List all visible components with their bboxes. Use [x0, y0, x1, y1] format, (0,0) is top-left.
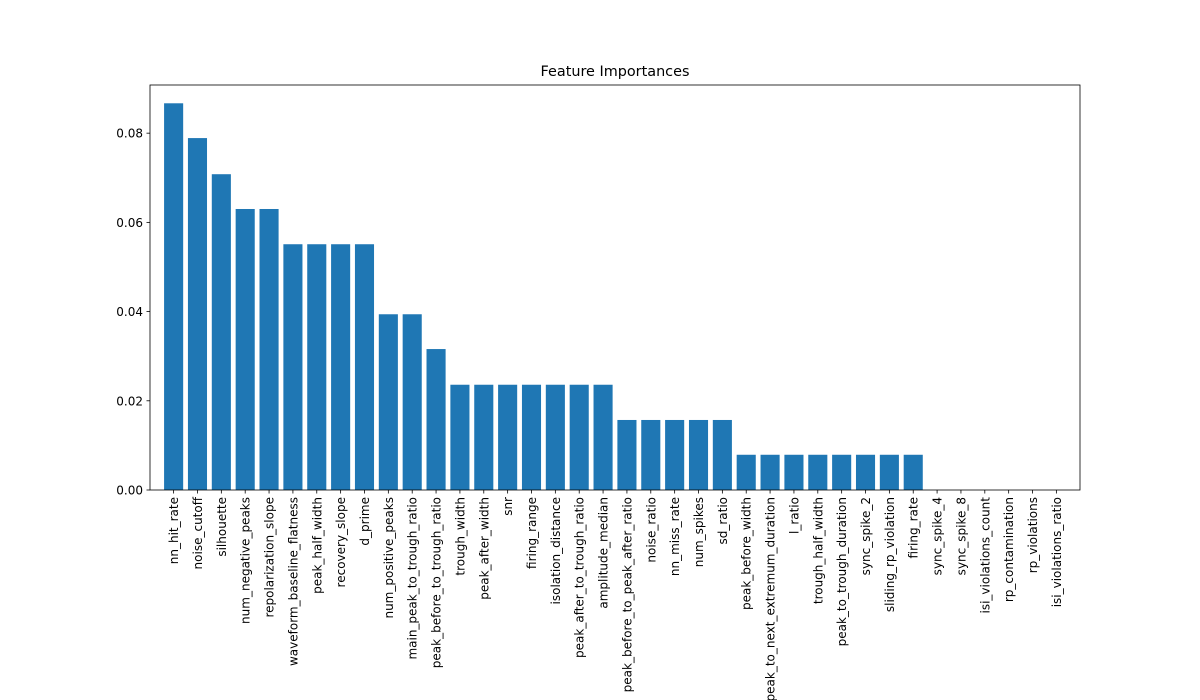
x-tick-label: isi_violations_count [978, 497, 992, 614]
x-tick-label: repolarization_slope [263, 497, 277, 618]
bar [331, 244, 351, 490]
x-tick-label: num_spikes [692, 497, 706, 567]
bar [259, 208, 279, 490]
x-tick-label: peak_after_to_trough_ratio [573, 497, 587, 658]
x-tick-label: num_negative_peaks [239, 497, 253, 624]
bar [808, 454, 828, 490]
bar [784, 454, 804, 490]
x-tick-label: isi_violations_ratio [1050, 497, 1064, 607]
x-tick-label: firing_rate [907, 497, 921, 558]
x-tick-label: noise_cutoff [191, 496, 205, 569]
x-tick-label: trough_width [453, 497, 467, 576]
x-tick-label: peak_after_width [477, 497, 491, 600]
x-tick-label: sync_spike_8 [954, 497, 968, 575]
x-tick-label: rp_violations [1026, 497, 1040, 573]
x-tick-label: waveform_baseline_flatness [286, 497, 300, 666]
x-tick-label: noise_ratio [644, 497, 658, 563]
x-tick-label: l_ratio [787, 497, 801, 534]
y-tick-label: 0.08 [116, 127, 143, 141]
x-tick-label: sliding_rp_violation [883, 497, 897, 612]
x-tick-label: silhouette [215, 497, 229, 557]
bar [593, 384, 613, 490]
y-tick-label: 0.02 [116, 394, 143, 408]
bar [378, 314, 398, 490]
bar [450, 384, 470, 490]
x-tick-label: recovery_slope [334, 497, 348, 587]
bar [187, 138, 208, 491]
x-tick-label: sync_spike_2 [859, 497, 873, 575]
x-tick-label: d_prime [358, 497, 372, 546]
bar [832, 454, 852, 490]
plot-frame [149, 84, 1081, 491]
bar [426, 349, 446, 490]
bar [474, 384, 494, 490]
bar [688, 419, 709, 490]
bar [307, 244, 327, 490]
y-tick-label: 0.04 [116, 305, 143, 319]
x-tick-label: main_peak_to_trough_ratio [406, 497, 420, 660]
x-tick-label: snr [501, 497, 515, 516]
bar [736, 454, 756, 490]
bar [402, 314, 422, 490]
x-tick-label: sd_ratio [716, 497, 730, 545]
bar [498, 384, 518, 490]
bar [641, 419, 661, 490]
x-tick-label: peak_to_next_extremum_duration [764, 497, 778, 700]
bar [760, 454, 780, 490]
x-tick-label: peak_before_to_peak_after_ratio [620, 497, 634, 692]
x-tick-label: peak_half_width [310, 497, 324, 594]
x-tick-label: firing_range [525, 497, 539, 569]
x-tick-label: trough_half_width [811, 497, 825, 604]
x-tick-label: amplitude_median [597, 497, 611, 609]
bar [164, 103, 184, 490]
bar [569, 384, 589, 490]
x-tick-label: isolation_distance [549, 497, 563, 604]
bar [354, 244, 375, 490]
x-tick-label: peak_before_to_trough_ratio [430, 497, 444, 668]
bar [712, 419, 732, 490]
x-tick-label: sync_spike_4 [931, 497, 945, 575]
bar [545, 384, 565, 490]
bar [665, 419, 685, 490]
y-tick-label: 0.00 [116, 484, 143, 498]
bar [903, 454, 923, 490]
x-tick-label: nn_miss_rate [668, 497, 682, 576]
x-tick-label: nn_hit_rate [167, 497, 181, 564]
bar [617, 419, 637, 490]
chart-title: Feature Importances [541, 64, 690, 80]
x-tick-label: rp_contamination [1002, 497, 1016, 602]
bar [283, 244, 303, 490]
y-tick-label: 0.06 [116, 216, 143, 230]
bar [211, 174, 231, 491]
bar [235, 208, 255, 490]
x-tick-label: peak_before_width [740, 497, 754, 610]
bar [879, 454, 899, 490]
bar [855, 454, 876, 490]
bar [521, 384, 542, 490]
x-tick-label: num_positive_peaks [382, 497, 396, 619]
x-tick-label: peak_to_trough_duration [835, 497, 849, 646]
